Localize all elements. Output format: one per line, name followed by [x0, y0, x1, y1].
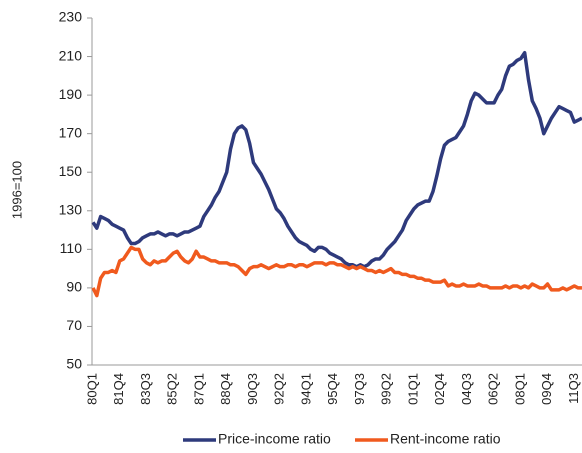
x-tick-label: 94Q1: [298, 373, 313, 405]
y-tick-label: 190: [59, 86, 83, 102]
x-tick-label: 06Q2: [486, 373, 501, 405]
x-tick-label: 90Q3: [245, 373, 260, 405]
x-tick-label: 97Q3: [352, 373, 367, 405]
y-tick-label: 210: [59, 47, 83, 63]
x-tick-label: 92Q2: [272, 373, 287, 405]
legend-label: Rent-income ratio: [390, 431, 501, 447]
x-tick-label: 87Q1: [191, 373, 206, 405]
x-tick-label: 09Q4: [539, 373, 554, 405]
x-tick-label: 83Q3: [138, 373, 153, 405]
x-tick-label: 99Q2: [379, 373, 394, 405]
y-tick-label: 70: [66, 317, 82, 333]
x-tick-label: 01Q1: [405, 373, 420, 405]
y-axis-label: 1996=100: [9, 161, 24, 219]
legend-label: Price-income ratio: [218, 431, 331, 447]
x-tick-label: 08Q1: [512, 373, 527, 405]
y-tick-label: 130: [59, 201, 83, 217]
y-tick-label: 230: [59, 9, 83, 25]
x-tick-label: 80Q1: [84, 373, 99, 405]
y-tick-label: 150: [59, 163, 83, 179]
x-tick-label: 81Q4: [111, 373, 126, 405]
x-tick-label: 02Q4: [432, 373, 447, 405]
y-tick-label: 110: [60, 240, 83, 256]
y-tick-label: 90: [66, 279, 82, 295]
x-tick-label: 88Q4: [218, 373, 233, 405]
x-tick-label: 04Q3: [459, 373, 474, 405]
y-tick-label: 170: [59, 124, 83, 140]
x-tick-label: 11Q3: [566, 373, 581, 404]
x-tick-label: 85Q2: [165, 373, 180, 405]
series-line: [91, 50, 582, 269]
y-tick-label: 50: [66, 356, 82, 372]
x-tick-label: 95Q4: [325, 373, 340, 405]
series-line: [91, 245, 582, 298]
